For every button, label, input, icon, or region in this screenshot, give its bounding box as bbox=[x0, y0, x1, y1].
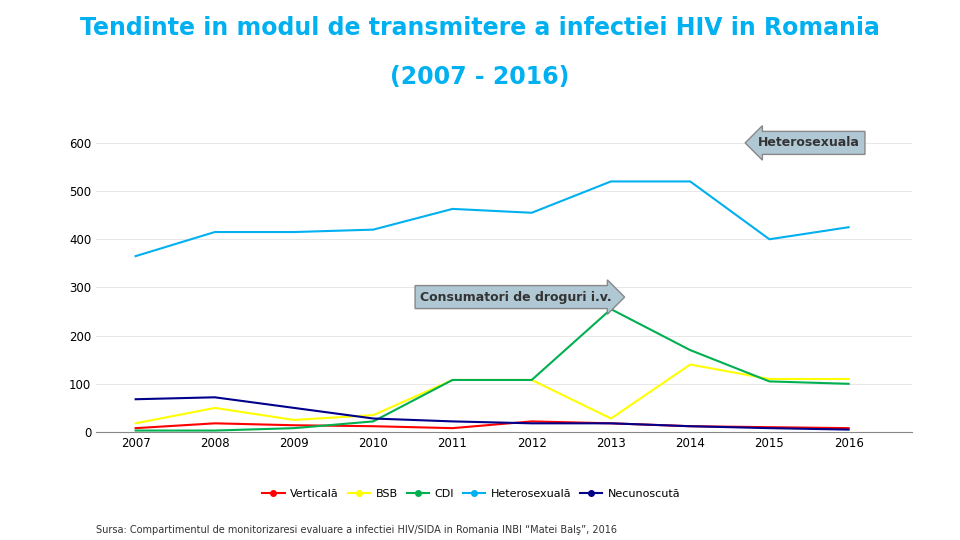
Heterosexuală bbox=[605, 178, 616, 185]
Necunoscută bbox=[605, 420, 616, 427]
Heterosexuală bbox=[209, 229, 221, 235]
BSB bbox=[368, 412, 379, 418]
CDI bbox=[446, 377, 458, 383]
Verticală bbox=[843, 425, 854, 431]
CDI bbox=[368, 418, 379, 424]
Necunoscută bbox=[288, 404, 300, 411]
Heterosexuală bbox=[288, 229, 300, 235]
BSB bbox=[209, 404, 221, 411]
Heterosexuală bbox=[526, 210, 538, 216]
Necunoscută bbox=[843, 427, 854, 433]
CDI bbox=[684, 347, 696, 353]
Necunoscută bbox=[130, 396, 141, 402]
Necunoscută bbox=[526, 420, 538, 427]
Line: CDI: CDI bbox=[135, 309, 849, 430]
Legend: Verticală, BSB, CDI, Heterosexuală, Necunoscută: Verticală, BSB, CDI, Heterosexuală, Necu… bbox=[258, 484, 684, 503]
Heterosexuală bbox=[368, 226, 379, 233]
BSB bbox=[288, 417, 300, 423]
CDI bbox=[209, 427, 221, 434]
BSB bbox=[446, 377, 458, 383]
BSB bbox=[526, 377, 538, 383]
Necunoscută bbox=[763, 425, 775, 431]
CDI bbox=[288, 425, 300, 431]
BSB bbox=[605, 415, 616, 422]
Necunoscută bbox=[446, 418, 458, 424]
BSB bbox=[684, 361, 696, 368]
Necunoscută bbox=[684, 423, 696, 429]
BSB bbox=[763, 376, 775, 382]
Verticală bbox=[526, 418, 538, 424]
CDI bbox=[526, 377, 538, 383]
CDI bbox=[763, 378, 775, 384]
CDI bbox=[130, 427, 141, 434]
Line: Necunoscută: Necunoscută bbox=[135, 397, 849, 430]
Verticală bbox=[446, 425, 458, 431]
Text: Sursa: Compartimentul de monitorizaresi evaluare a infectiei HIV/SIDA in Romania: Sursa: Compartimentul de monitorizaresi … bbox=[96, 524, 617, 535]
Heterosexuală bbox=[446, 206, 458, 212]
Text: Consumatori de droguri i.v.: Consumatori de droguri i.v. bbox=[420, 291, 612, 303]
Heterosexuală bbox=[843, 224, 854, 231]
BSB bbox=[130, 420, 141, 427]
Text: (2007 - 2016): (2007 - 2016) bbox=[391, 65, 569, 89]
CDI bbox=[605, 306, 616, 312]
Verticală bbox=[763, 424, 775, 430]
Heterosexuală bbox=[130, 253, 141, 259]
Line: Verticală: Verticală bbox=[135, 421, 849, 428]
Line: Heterosexuală: Heterosexuală bbox=[135, 181, 849, 256]
Verticală bbox=[368, 423, 379, 429]
Verticală bbox=[288, 422, 300, 429]
Verticală bbox=[684, 423, 696, 429]
Necunoscută bbox=[368, 415, 379, 422]
CDI bbox=[843, 381, 854, 387]
Line: BSB: BSB bbox=[135, 364, 849, 423]
BSB bbox=[843, 376, 854, 382]
Verticală bbox=[130, 425, 141, 431]
Verticală bbox=[209, 420, 221, 427]
Text: Tendinte in modul de transmitere a infectiei HIV in Romania: Tendinte in modul de transmitere a infec… bbox=[80, 16, 880, 40]
Heterosexuală bbox=[684, 178, 696, 185]
Heterosexuală bbox=[763, 236, 775, 242]
Necunoscută bbox=[209, 394, 221, 401]
Text: Heterosexuala: Heterosexuala bbox=[758, 137, 860, 150]
Verticală bbox=[605, 420, 616, 427]
